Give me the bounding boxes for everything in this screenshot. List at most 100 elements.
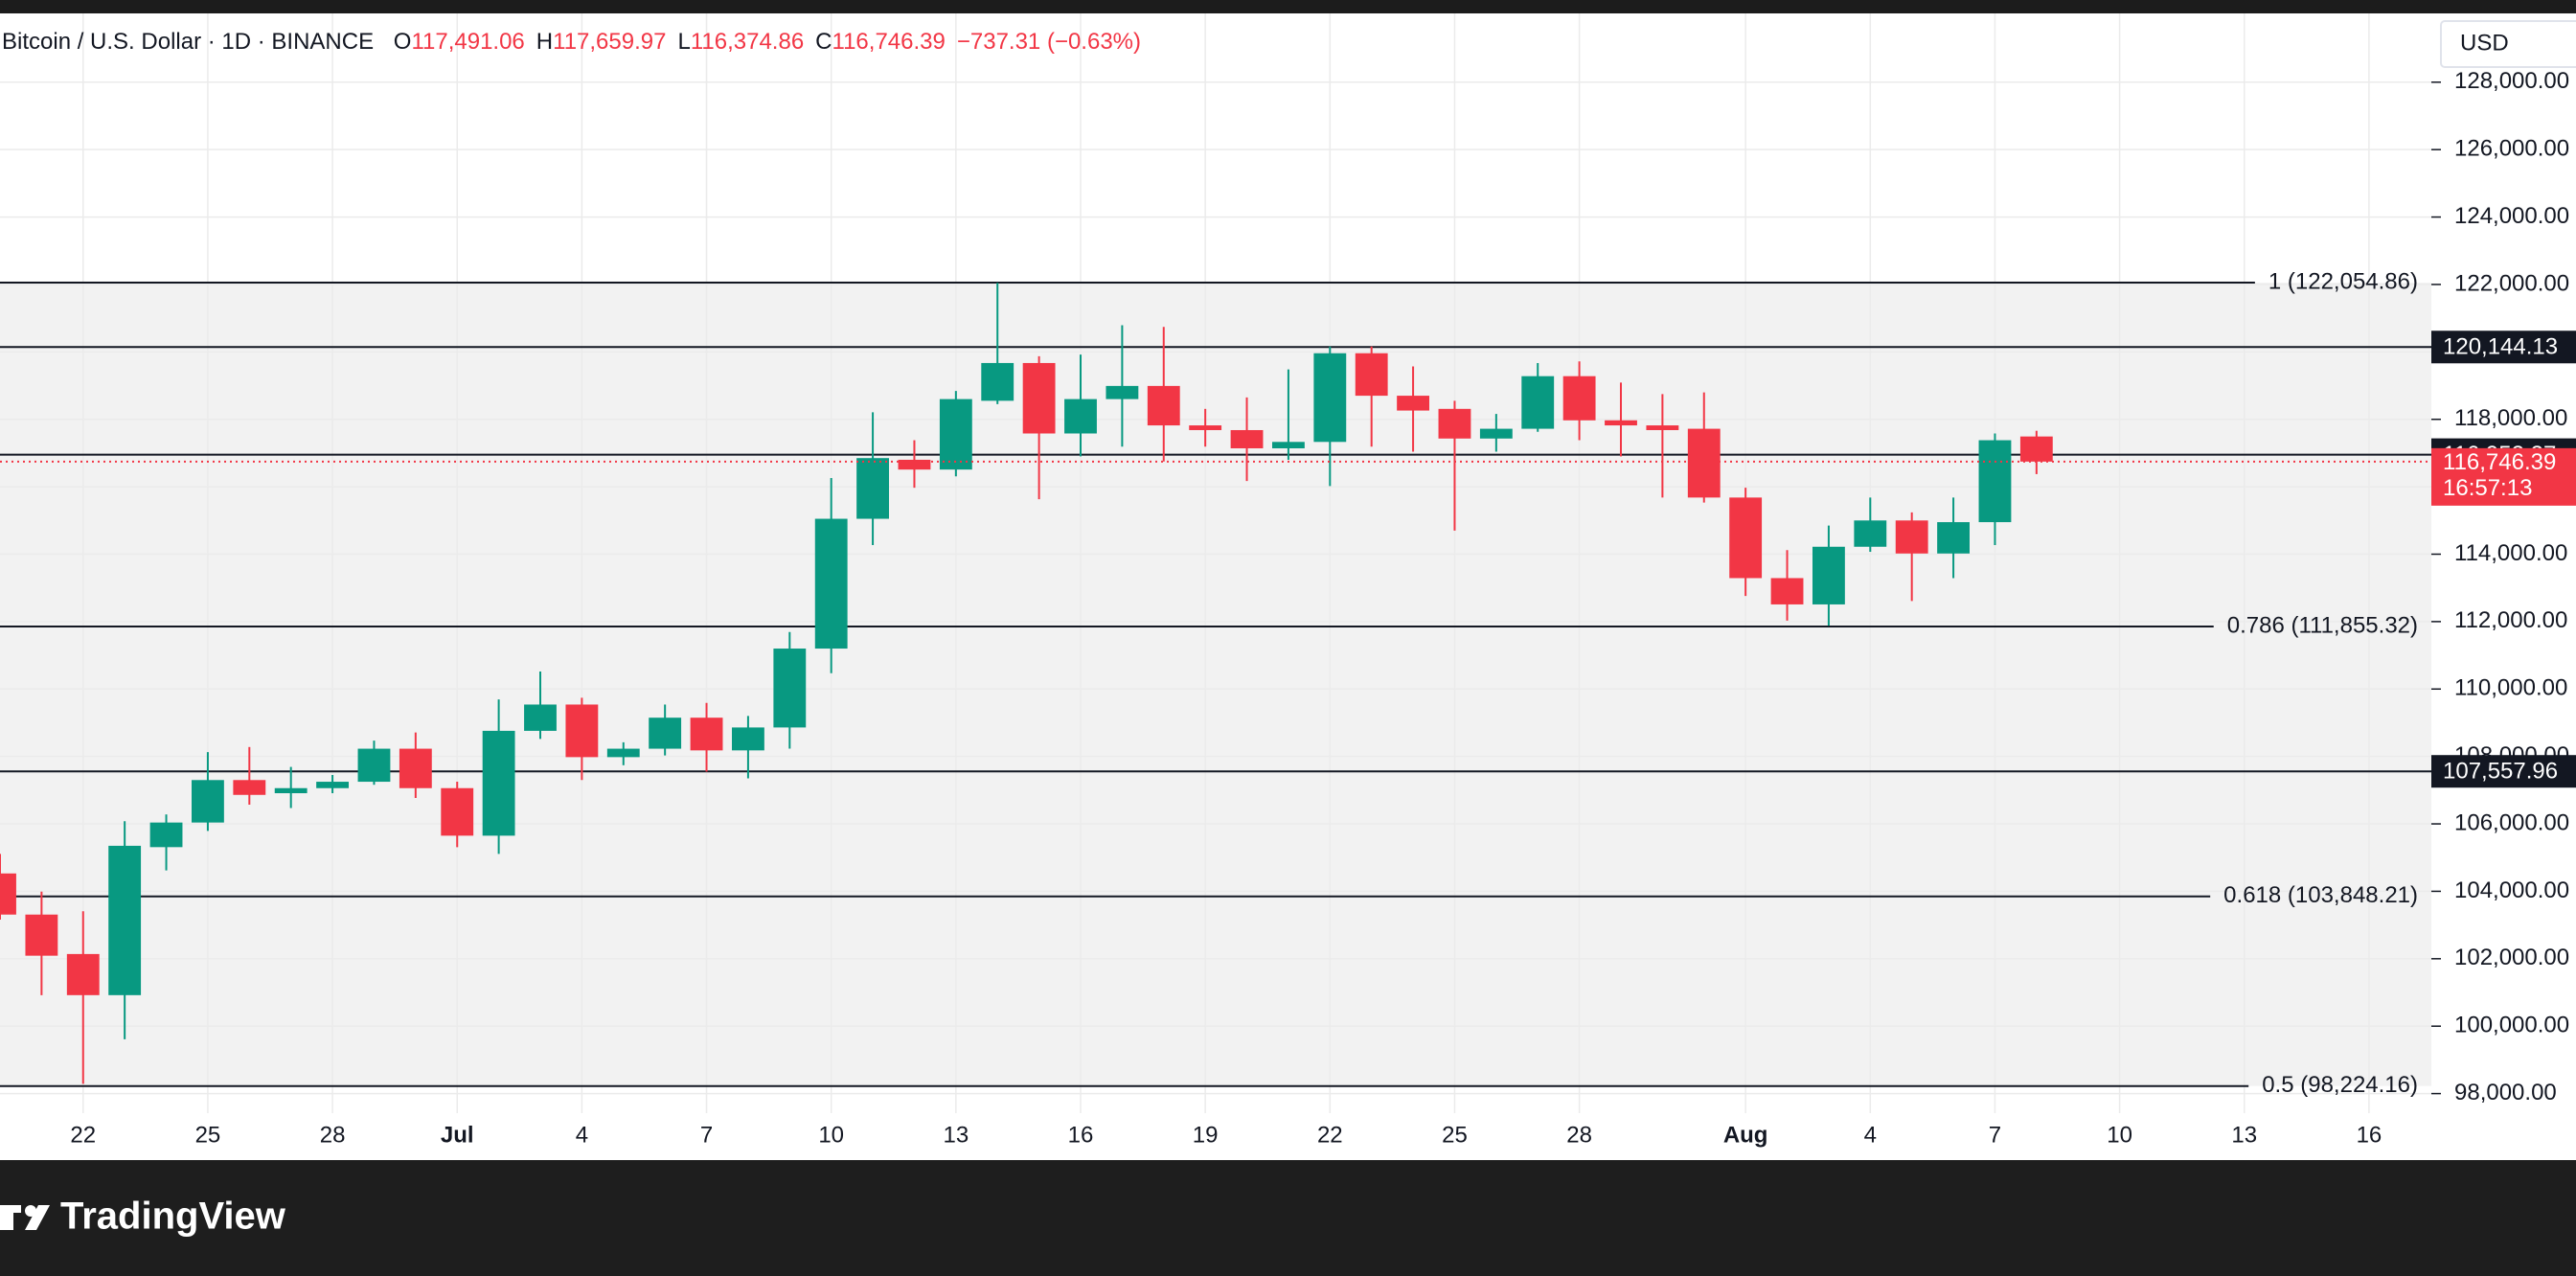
- countdown-label: 16:57:13: [2443, 475, 2532, 501]
- level-label: 0.618 (103,848.21): [2223, 882, 2418, 908]
- y-tick-label: 106,000.00: [2454, 809, 2569, 835]
- candle-body: [1812, 546, 1845, 604]
- x-tick-label: 13: [2231, 1122, 2257, 1148]
- price-badge: [2431, 755, 2576, 788]
- candle-body: [1646, 425, 1679, 430]
- footer-bar: [0, 1160, 2576, 1276]
- candle-body: [856, 458, 889, 519]
- candle-body: [1106, 385, 1139, 399]
- time-axis-background: [0, 1113, 2576, 1160]
- x-tick-label: 16: [1068, 1122, 1094, 1148]
- candle-body: [1022, 362, 1056, 434]
- candle-body: [274, 787, 308, 794]
- price-axis-background: [2431, 13, 2576, 1113]
- x-tick-label: 16: [2357, 1122, 2382, 1148]
- candle-body: [732, 727, 764, 751]
- y-tick-label: 114,000.00: [2454, 540, 2567, 566]
- candle-body: [108, 845, 142, 995]
- candle-body: [2019, 436, 2053, 462]
- y-tick-label: 124,000.00: [2454, 203, 2569, 229]
- last-price-badge: [2431, 447, 2576, 506]
- x-tick-label: 10: [818, 1122, 844, 1148]
- candle-body: [0, 873, 16, 915]
- x-tick-label: 28: [320, 1122, 346, 1148]
- y-tick-label: 122,000.00: [2454, 270, 2569, 296]
- x-tick-label: 22: [1317, 1122, 1343, 1148]
- y-tick-label: 100,000.00: [2454, 1013, 2569, 1038]
- candle-body: [233, 780, 266, 795]
- candle-body: [1189, 425, 1222, 430]
- x-tick-label: Jul: [441, 1122, 474, 1148]
- candle-body: [1521, 376, 1555, 429]
- y-tick-label: 98,000.00: [2454, 1080, 2557, 1105]
- candle-body: [898, 459, 931, 470]
- price-change: −737.31 (−0.63%): [956, 29, 1141, 55]
- candle-body: [399, 748, 432, 788]
- candle-body: [25, 914, 58, 956]
- x-tick-label: 7: [700, 1122, 713, 1148]
- x-tick-label: 10: [2107, 1122, 2132, 1148]
- ohlc-value: 117,491.06: [411, 29, 525, 55]
- candle-body: [565, 704, 599, 758]
- candle-body: [1687, 428, 1721, 498]
- x-tick-label: 22: [70, 1122, 96, 1148]
- level-label: 0.786 (111,855.32): [2227, 612, 2418, 638]
- x-tick-label: 19: [1193, 1122, 1219, 1148]
- price-badge: [2431, 330, 2576, 364]
- candle-body: [482, 730, 515, 836]
- ohlc-value: 117,659.97: [553, 29, 667, 55]
- ohlc-value: 116,374.86: [690, 29, 805, 55]
- ohlc-value: 116,746.39: [832, 29, 946, 55]
- candle-body: [1479, 428, 1513, 439]
- candle-body: [1313, 353, 1347, 443]
- candle-body: [1854, 520, 1887, 547]
- chart-title: Bitcoin / U.S. Dollar · 1D · BINANCE: [2, 29, 375, 55]
- y-tick-label: 128,000.00: [2454, 68, 2569, 94]
- last-price-label: 116,746.39: [2443, 449, 2556, 475]
- y-tick-label: 126,000.00: [2454, 136, 2569, 162]
- price-badge-label: 120,144.13: [2443, 334, 2558, 360]
- y-tick-label: 118,000.00: [2454, 405, 2567, 431]
- candle-body: [814, 518, 848, 649]
- currency-box: [2440, 20, 2576, 68]
- y-tick-label: 112,000.00: [2454, 607, 2567, 633]
- candle-body: [524, 704, 557, 731]
- ohlc-key: L: [677, 29, 691, 55]
- candle-body: [1272, 442, 1305, 448]
- candle-body: [1230, 429, 1264, 448]
- candle-body: [441, 787, 474, 836]
- candle-body: [1438, 408, 1471, 439]
- level-label: 0.5 (98,224.16): [2262, 1072, 2418, 1098]
- y-tick-label: 104,000.00: [2454, 877, 2569, 903]
- y-tick-label: 110,000.00: [2454, 675, 2567, 701]
- candle-body: [1605, 420, 1637, 426]
- x-tick-label: 25: [195, 1122, 221, 1148]
- x-tick-label: 25: [1442, 1122, 1468, 1148]
- price-badge-label: 107,557.96: [2443, 759, 2558, 785]
- candle-body: [773, 649, 807, 728]
- candle-body: [1064, 399, 1097, 434]
- x-tick-label: 4: [576, 1122, 588, 1148]
- candle-body: [1355, 353, 1388, 397]
- candle-body: [1147, 385, 1180, 426]
- candle-body: [649, 718, 682, 749]
- candle-body: [939, 399, 972, 470]
- candle-body: [316, 782, 349, 788]
- chart-header: Bitcoin / U.S. Dollar · 1D · BINANCE O11…: [2, 29, 1141, 56]
- candle-body: [357, 748, 391, 783]
- candle-body: [1397, 396, 1429, 411]
- y-tick-label: 102,000.00: [2454, 945, 2569, 970]
- candle-body: [1895, 520, 1928, 554]
- x-tick-label: 7: [1989, 1122, 2001, 1148]
- ohlc-key: C: [815, 29, 832, 55]
- fib-zone: [0, 283, 2431, 1086]
- x-tick-label: 4: [1864, 1122, 1877, 1148]
- candle-body: [606, 748, 640, 758]
- plot-area: 1 (122,054.86) 0.786 (111,855.32) 0.618 (1…: [0, 13, 2431, 1113]
- candle-body: [690, 718, 723, 751]
- currency-label: USD: [2460, 30, 2509, 56]
- x-tick-label: 28: [1566, 1122, 1592, 1148]
- ohlc-key: H: [536, 29, 554, 55]
